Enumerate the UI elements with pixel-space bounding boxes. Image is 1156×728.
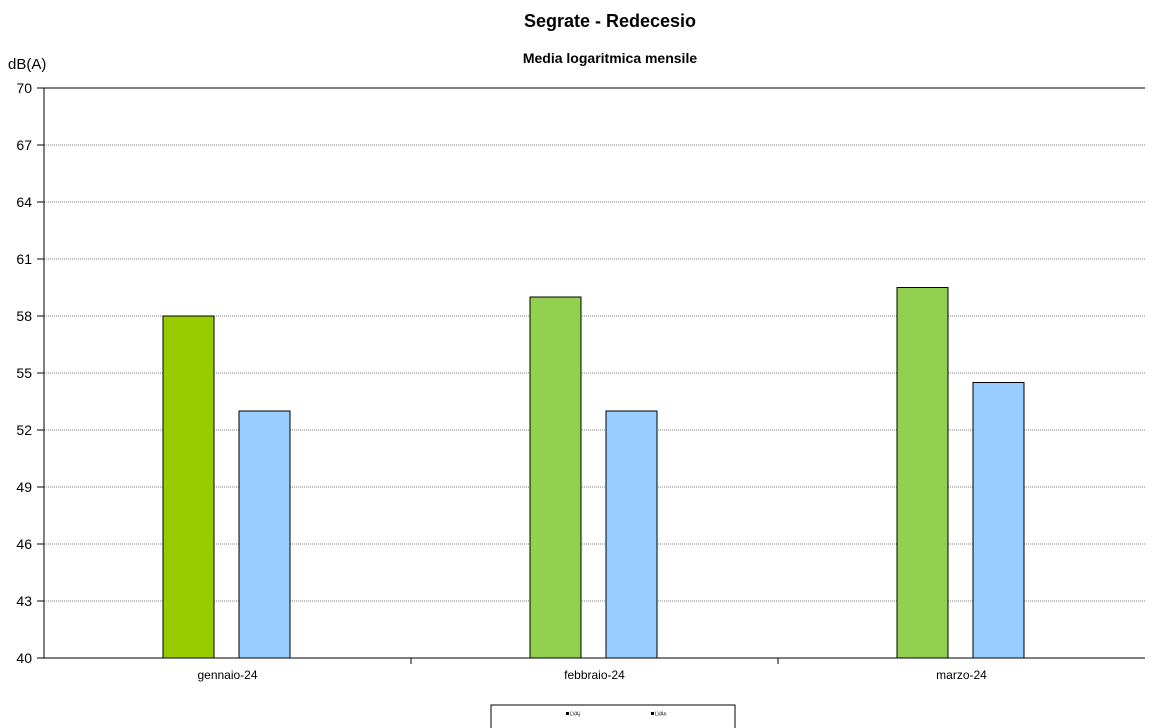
y-tick-label: 70 — [16, 80, 32, 96]
bar-lvaj-marzo-24 — [896, 287, 949, 659]
axes — [37, 87, 1145, 664]
tick-labels: 40 43 46 49 52 55 58 61 64 67 70 gennaio-24 febbraio… — [16, 80, 987, 682]
y-tick-label: 55 — [16, 365, 32, 381]
chart-title: Segrate - Redecesio — [524, 11, 696, 31]
x-tick-label: febbraio-24 — [564, 668, 625, 682]
bars — [162, 287, 1025, 659]
x-tick-label: marzo-24 — [936, 668, 987, 682]
bar-lvan-gennaio-24 — [238, 410, 291, 659]
y-tick-label: 58 — [16, 308, 32, 324]
y-tick-label: 67 — [16, 137, 32, 153]
bar-lvaj-gennaio-24 — [162, 315, 215, 659]
legend-box — [490, 704, 736, 728]
legend-swatch — [566, 712, 569, 715]
legend-label: LVAj — [570, 712, 580, 718]
y-tick-label: 43 — [16, 593, 32, 609]
legend-label: LVAn — [655, 712, 667, 718]
y-tick-label: 52 — [16, 422, 32, 438]
bar-lvan-febbraio-24 — [605, 410, 658, 659]
bar-lvaj-febbraio-24 — [529, 296, 582, 659]
y-tick-label: 46 — [16, 536, 32, 552]
gridlines — [44, 144, 1145, 602]
y-tick-label: 49 — [16, 479, 32, 495]
y-tick-label: 64 — [16, 194, 32, 210]
legend-swatch — [651, 712, 654, 715]
legend: LVAj LVAn — [490, 704, 736, 728]
x-tick-label: gennaio-24 — [197, 668, 257, 682]
y-tick-label: 40 — [16, 650, 32, 666]
y-axis-label: dB(A) — [8, 56, 46, 73]
bar-lvan-marzo-24 — [972, 382, 1025, 659]
chart-subtitle: Media logaritmica mensile — [523, 50, 697, 66]
y-tick-label: 61 — [16, 251, 32, 267]
